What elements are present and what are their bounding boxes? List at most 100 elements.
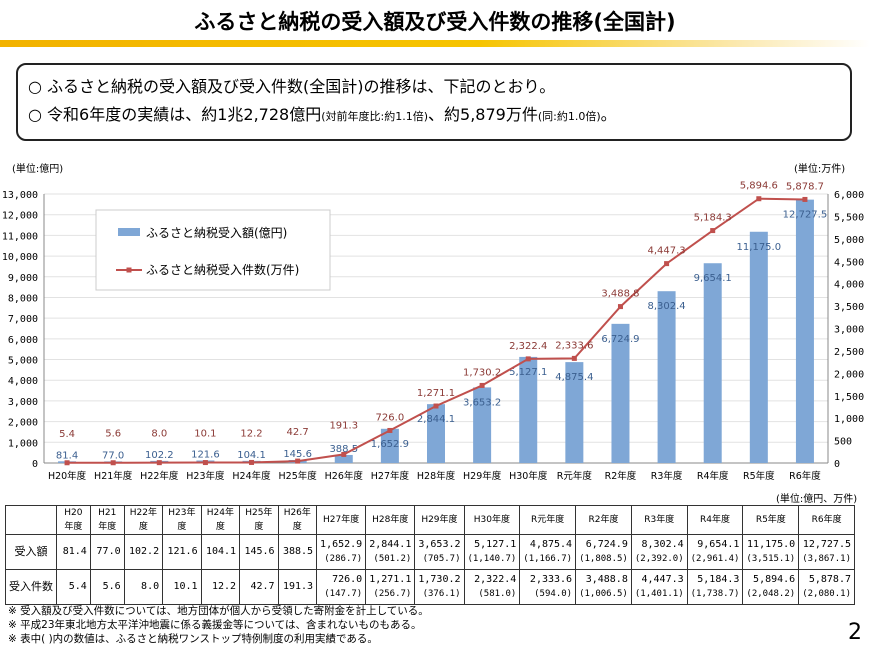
table-cell: 104.1 bbox=[200, 534, 241, 570]
cell-subvalue: (2,392.0) bbox=[634, 554, 684, 564]
cell-subvalue: (2,080.1) bbox=[802, 589, 851, 599]
line-marker bbox=[756, 196, 762, 202]
line-marker bbox=[710, 228, 716, 234]
chart: 0 1,000 2,000 3,000 4,000 5,000 6,000 7,000 8,00… bbox=[2, 181, 864, 482]
cell-value: 3,653.2 bbox=[418, 539, 461, 550]
column-header: H21年度 bbox=[89, 505, 125, 535]
line-marker bbox=[802, 196, 808, 202]
bar bbox=[657, 291, 676, 463]
cell-value: 1,730.2 bbox=[418, 574, 461, 585]
line-marker bbox=[664, 261, 670, 267]
right-tick-label: 6,000 bbox=[834, 190, 864, 201]
cell-value: 102.2 bbox=[129, 546, 160, 557]
x-tick-label: H24年度 bbox=[232, 470, 271, 482]
right-tick-label: 4,500 bbox=[834, 257, 864, 268]
table-cell: 3,653.2 (705.7) bbox=[414, 534, 465, 570]
right-tick-label: 3,500 bbox=[834, 302, 864, 313]
line-marker bbox=[525, 356, 531, 362]
cell-subvalue: (2,961.4) bbox=[690, 554, 740, 564]
bar-data-label: 77.0 bbox=[102, 450, 124, 461]
page-title: ふるさと納税の受入額及び受入件数の推移(全国計) bbox=[194, 10, 676, 34]
table-cell: 121.6 bbox=[162, 534, 202, 570]
cell-value: 5,184.3 bbox=[697, 574, 740, 585]
legend-label: ふるさと納税受入額(億円) bbox=[146, 226, 287, 240]
line-data-label: 5,894.6 bbox=[740, 181, 778, 192]
line-data-label: 5,878.7 bbox=[786, 181, 824, 192]
column-header: H20年度 bbox=[56, 505, 91, 535]
table-cell: 12,727.5 (3,867.1) bbox=[798, 534, 855, 570]
bar bbox=[380, 428, 399, 463]
table-cell: 5,894.6 (2,048.2) bbox=[742, 569, 800, 605]
right-tick-label: 2,500 bbox=[834, 347, 864, 358]
column-header: R4年度 bbox=[686, 505, 744, 535]
left-tick-label: 1,000 bbox=[8, 438, 38, 449]
data-table: H20年度 H21年度 H22年度 H23年度 H24年度 H25年度 H26年度 H27年度… bbox=[5, 505, 855, 605]
cell-value: 191.3 bbox=[282, 581, 314, 592]
right-tick-label: 5,500 bbox=[834, 212, 864, 223]
line-data-label: 726.0 bbox=[376, 412, 405, 423]
line-marker bbox=[295, 458, 301, 464]
left-tick-label: 7,000 bbox=[8, 314, 38, 325]
cell-value: 4,447.3 bbox=[641, 574, 684, 585]
right-tick-label: 3,000 bbox=[834, 325, 864, 336]
line-data-label: 5.4 bbox=[59, 429, 75, 440]
right-tick-label: 0 bbox=[834, 459, 840, 470]
column-header: H26年度 bbox=[277, 505, 318, 535]
x-tick-label: H28年度 bbox=[417, 470, 456, 482]
bar-data-label: 2,844.1 bbox=[417, 414, 455, 425]
cell-subvalue: (705.7) bbox=[422, 554, 461, 564]
table-cell: 5.6 bbox=[89, 569, 125, 605]
cell-subvalue: (1,140.7) bbox=[467, 554, 517, 564]
line-data-label: 4,447.3 bbox=[648, 246, 686, 257]
legend-box bbox=[95, 209, 331, 291]
line-marker bbox=[617, 304, 623, 310]
cell-value: 145.6 bbox=[244, 546, 275, 557]
summary-text: ○ 令和6年度の実績は、約1兆2,728億円 bbox=[28, 105, 322, 124]
cell-value: 121.6 bbox=[167, 546, 198, 557]
cell-subvalue: (1,166.7) bbox=[523, 554, 573, 564]
cell-value: 81.4 bbox=[62, 546, 87, 557]
right-tick-label: 500 bbox=[834, 437, 852, 448]
line-marker bbox=[341, 451, 347, 457]
cell-value: 104.1 bbox=[205, 546, 237, 557]
table-cell: 1,652.9 (286.7) bbox=[316, 534, 367, 570]
bar-data-label: 145.6 bbox=[283, 449, 312, 460]
cell-value: 5.6 bbox=[102, 581, 121, 592]
bar-data-label: 12,727.5 bbox=[783, 210, 828, 221]
x-tick-label: R3年度 bbox=[651, 470, 683, 482]
line-marker bbox=[571, 355, 577, 361]
table-cell: 9,654.1 (2,961.4) bbox=[686, 534, 744, 570]
table-cell: 6,724.9 (1,808.5) bbox=[575, 534, 632, 570]
line-marker bbox=[249, 459, 255, 465]
column-header: R5年度 bbox=[742, 505, 800, 535]
cell-subvalue: (1,006.5) bbox=[579, 589, 628, 599]
bar bbox=[565, 362, 584, 463]
bar bbox=[703, 263, 722, 463]
summary-box: ○ ふるさと納税の受入額及び受入件数(全国計)の推移は、下記のとおり。 ○ 令和… bbox=[16, 63, 852, 141]
table-unit: (単位:億円、万件) bbox=[776, 494, 858, 505]
cell-value: 10.1 bbox=[173, 581, 198, 592]
bar bbox=[427, 404, 445, 463]
corner-cell bbox=[5, 505, 57, 535]
table-cell: 2,322.4 (581.0) bbox=[463, 569, 521, 605]
footnotes: ※ 受入額及び受入件数については、地方団体が個人から受領した寄附金を計上している… bbox=[8, 604, 429, 646]
left-tick-label: 9,000 bbox=[8, 273, 38, 284]
table-cell: 77.0 bbox=[89, 534, 125, 570]
column-header: R6年度 bbox=[798, 505, 855, 535]
bar-data-label: 4,875.4 bbox=[555, 372, 593, 383]
line-marker bbox=[202, 460, 208, 466]
table-cell: 2,844.1 (501.2) bbox=[365, 534, 416, 570]
bar-data-label: 11,175.0 bbox=[737, 242, 782, 253]
cell-value: 12.2 bbox=[211, 581, 237, 592]
line-marker bbox=[64, 460, 70, 466]
bar bbox=[519, 356, 538, 463]
x-tick-label: R6年度 bbox=[789, 470, 821, 482]
title-underline bbox=[0, 40, 870, 47]
bar-data-label: 3,653.2 bbox=[463, 397, 501, 408]
x-tick-label: H30年度 bbox=[509, 470, 548, 482]
bar-data-label: 102.2 bbox=[145, 450, 174, 461]
cell-subvalue: (3,867.1) bbox=[802, 554, 851, 564]
cell-value: 2,333.6 bbox=[529, 574, 573, 585]
right-tick-label: 1,500 bbox=[834, 392, 864, 403]
table-cell: 5,878.7 (2,080.1) bbox=[798, 569, 855, 605]
